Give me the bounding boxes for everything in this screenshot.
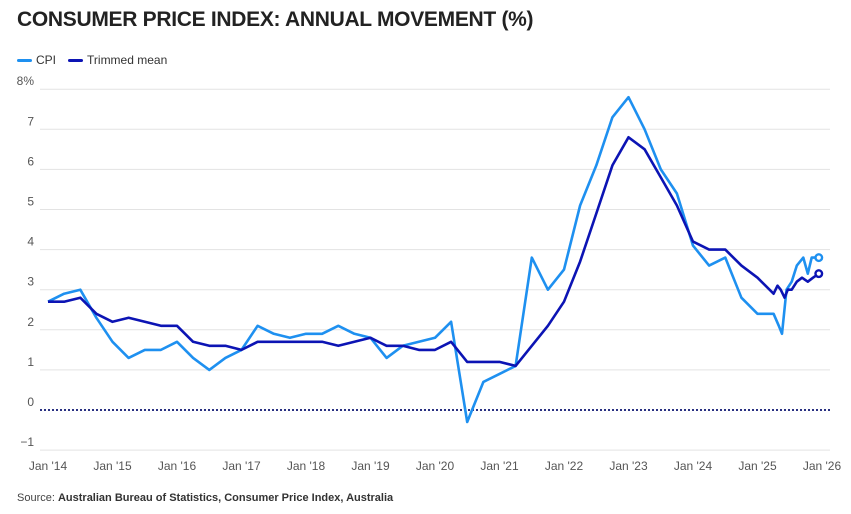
x-tick-label: Jan '17 (222, 459, 261, 473)
legend-item-trimmed-mean[interactable]: Trimmed mean (68, 53, 167, 67)
legend-swatch-cpi (17, 58, 32, 62)
end-marker-cpi (814, 253, 824, 263)
x-tick-label: Jan '16 (158, 459, 197, 473)
x-tick-label: Jan '23 (609, 459, 648, 473)
x-tick-label: Jan '26 (803, 459, 842, 473)
y-tick-label: 4 (27, 235, 34, 249)
x-tick-label: Jan '15 (93, 459, 132, 473)
y-tick-label: 1 (27, 355, 34, 369)
y-tick-label: 6 (27, 154, 34, 168)
x-tick-label: Jan '21 (480, 459, 519, 473)
source-prefix: Source: (17, 492, 58, 504)
legend-label: Trimmed mean (87, 53, 168, 67)
end-marker-trimmed-mean (814, 269, 824, 279)
y-tick-label: 7 (27, 114, 34, 128)
chart-title: CONSUMER PRICE INDEX: ANNUAL MOVEMENT (%… (17, 8, 534, 31)
legend-item-cpi[interactable]: CPI (17, 53, 56, 67)
source-note: Source: Australian Bureau of Statistics,… (17, 492, 393, 504)
x-tick-label: Jan '18 (287, 459, 326, 473)
x-tick-label: Jan '22 (545, 459, 584, 473)
y-tick-label: 3 (27, 275, 34, 289)
y-tick-label: 0 (27, 395, 34, 409)
y-tick-label: 2 (27, 315, 34, 329)
source-text: Australian Bureau of Statistics, Consume… (57, 492, 394, 504)
y-tick-label: −1 (20, 435, 34, 449)
y-tick-label: 5 (27, 195, 34, 209)
series-line-trimmed-mean (48, 136, 820, 368)
x-tick-label: Jan '24 (674, 459, 713, 473)
x-tick-label: Jan '19 (351, 459, 390, 473)
x-tick-label: Jan '25 (738, 459, 777, 473)
y-tick-label: 8% (17, 74, 35, 88)
x-tick-label: Jan '20 (416, 459, 455, 473)
legend-swatch-trimmed-mean (68, 58, 84, 62)
x-tick-label: Jan '14 (29, 459, 68, 473)
legend-label: CPI (36, 53, 57, 67)
series-line-cpi (47, 95, 819, 424)
legend: CPI Trimmed mean (17, 53, 167, 67)
